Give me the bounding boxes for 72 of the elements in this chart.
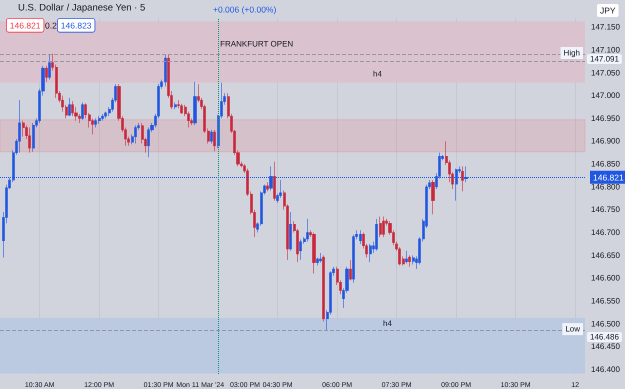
candlestick — [359, 230, 362, 244]
ref-line-label: Low — [565, 324, 580, 334]
candlestick — [22, 120, 25, 137]
candlestick — [375, 218, 378, 252]
band-label: h4 — [373, 70, 382, 79]
candlestick — [408, 255, 411, 268]
y-tick-label: 147.050 — [591, 68, 620, 78]
candlestick — [382, 216, 385, 238]
candlestick — [306, 218, 309, 242]
y-tick-label: 146.450 — [591, 342, 620, 352]
chart-title: U.S. Dollar / Japanese Yen · 5 — [18, 2, 146, 14]
ref-line-label: High — [564, 48, 580, 58]
candlestick — [273, 161, 276, 201]
candlestick — [94, 118, 97, 128]
candlestick — [412, 255, 415, 265]
y-tick-label: 146.650 — [591, 250, 620, 260]
annotation: 0.2 — [45, 20, 58, 30]
candlestick — [405, 250, 408, 264]
candlestick — [104, 111, 107, 119]
band-label: h4 — [383, 319, 392, 328]
candlestick — [349, 260, 352, 281]
candlestick — [174, 102, 177, 110]
candlestick — [210, 130, 213, 144]
candlestick — [71, 100, 74, 116]
y-tick-label: 146.400 — [591, 364, 620, 374]
candlestick — [98, 116, 101, 124]
text: 146.486 — [590, 332, 620, 342]
candlestick — [164, 54, 167, 87]
candlestick — [289, 212, 292, 252]
y-tick-label: 146.550 — [591, 296, 620, 306]
ref-line-label: FRANKFURT OPEN — [220, 40, 294, 48]
y-tick-label: 146.700 — [591, 228, 620, 238]
candlestick — [48, 54, 51, 80]
y-tick-label: 147.000 — [591, 91, 620, 100]
candlestick — [299, 239, 302, 260]
candlestick — [369, 244, 372, 262]
candlestick — [213, 130, 216, 152]
candlestick — [319, 252, 322, 263]
text: 147.091 — [590, 54, 620, 64]
y-tick-label: 146.500 — [591, 319, 620, 328]
text: +0.006 (+0.00%) — [213, 4, 276, 14]
candlestick — [28, 127, 31, 153]
annotation: 146.823 — [60, 20, 92, 30]
candlestick — [45, 66, 48, 82]
candlestick — [461, 166, 464, 192]
y-tick-label: 146.600 — [591, 274, 620, 283]
ref-line-label: 146.821 — [593, 172, 624, 182]
y-tick-label: 146.850 — [591, 160, 620, 169]
candlestick — [68, 98, 71, 116]
candlestick — [101, 114, 104, 121]
candlestick — [352, 234, 355, 284]
candlestick — [316, 257, 319, 266]
y-tick-label: 146.950 — [591, 114, 620, 123]
candlestick — [266, 182, 269, 192]
y-tick-label: 147.100 — [591, 45, 620, 54]
candlestick — [379, 216, 382, 238]
y-tick-label: 146.900 — [591, 136, 620, 146]
y-tick-label: 147.150 — [591, 22, 620, 32]
candlestick — [18, 100, 21, 153]
candlestick — [147, 127, 150, 158]
candlestick — [312, 232, 316, 274]
candlestick — [193, 82, 197, 126]
candlestick — [81, 102, 84, 120]
candlestick — [322, 255, 325, 322]
candlestick — [134, 124, 137, 144]
text: JPY — [600, 6, 616, 16]
candlestick — [431, 180, 435, 215]
y-tick-label: 146.750 — [591, 205, 620, 214]
candlestick — [32, 122, 35, 152]
candlestick — [180, 104, 183, 114]
annotation: 146.821 — [10, 20, 41, 30]
y-tick-label: 146.800 — [591, 182, 620, 192]
